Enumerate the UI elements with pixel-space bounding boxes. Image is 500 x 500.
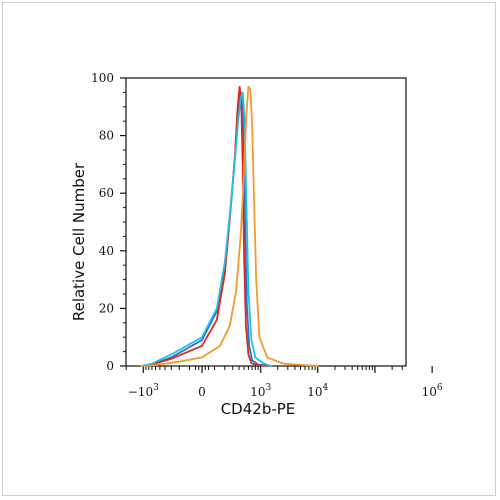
- x-tick-label: 104: [307, 383, 328, 399]
- x-tick-label: 106: [422, 383, 443, 399]
- y-tick-label: 20: [99, 301, 114, 315]
- y-tick-label: 100: [91, 71, 114, 85]
- y-tick-label: 60: [99, 186, 114, 200]
- x-tick-label: 0: [198, 385, 206, 399]
- plot-area: [125, 77, 407, 367]
- x-tick-exponent: 6: [437, 383, 443, 393]
- y-axis-title: Relative Cell Number: [70, 162, 88, 321]
- y-axis: 0 20 40 60 80 100: [91, 71, 126, 373]
- figure-frame: [2, 2, 496, 496]
- series-line-4: [140, 85, 319, 367]
- x-tick-base: −10: [128, 385, 153, 399]
- x-tick-exponent: 3: [153, 383, 159, 393]
- series-layer: [140, 85, 319, 367]
- x-tick-base: 0: [198, 385, 206, 399]
- x-tick-base: 10: [250, 385, 265, 399]
- x-tick-base: 10: [307, 385, 322, 399]
- series-line-2: [140, 85, 272, 367]
- x-tick-exponent: 4: [322, 383, 328, 393]
- y-tick-label: 40: [99, 244, 114, 258]
- y-tick-label: 80: [99, 129, 114, 143]
- x-tick-label: −103: [128, 383, 159, 399]
- x-tick-exponent: 3: [265, 383, 271, 393]
- series-line-3: [140, 91, 272, 367]
- x-axis: −103 0 103 104 106: [125, 366, 443, 399]
- x-tick-label: 103: [250, 383, 271, 399]
- x-axis-title: CD42b-PE: [221, 400, 296, 418]
- x-tick-base: 10: [422, 385, 437, 399]
- y-tick-label: 0: [106, 359, 114, 373]
